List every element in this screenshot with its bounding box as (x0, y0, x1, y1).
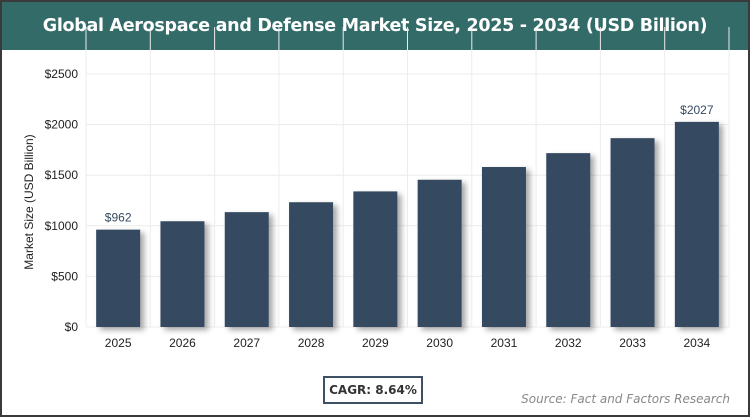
y-axis-label: Market Size (USD Billion) (22, 134, 36, 269)
x-tick-label: 2028 (298, 336, 325, 350)
x-tick-label: 2027 (233, 336, 260, 350)
x-tick-label: 2029 (362, 336, 389, 350)
y-tick-label: $2500 (45, 67, 79, 81)
x-tick-label: 2032 (555, 336, 582, 350)
bar-2026 (160, 221, 205, 327)
cagr-badge: CAGR: 8.64% (323, 376, 423, 404)
x-tick-label: 2033 (619, 336, 646, 350)
bar-2033 (610, 138, 655, 327)
y-tick-label: $2000 (45, 118, 79, 132)
bar-2030 (417, 179, 462, 327)
x-tick-label: 2030 (426, 336, 453, 350)
y-tick-label: $1000 (45, 219, 79, 233)
x-tick-label: 2031 (491, 336, 518, 350)
x-tick-label: 2025 (105, 336, 132, 350)
source-note: Source: Fact and Factors Research (521, 392, 730, 406)
y-tick-label: $500 (51, 269, 78, 283)
data-label: $962 (105, 211, 132, 225)
y-tick-label: $1500 (45, 168, 79, 182)
bar-2029 (353, 191, 398, 327)
bar-2032 (546, 153, 591, 327)
bar-2034 (674, 121, 719, 327)
bar-2031 (481, 167, 526, 327)
chart-title: Global Aerospace and Defense Market Size… (2, 2, 748, 50)
x-tick-label: 2026 (169, 336, 196, 350)
data-label: $2027 (680, 103, 714, 117)
x-tick-label: 2034 (683, 336, 710, 350)
y-tick-label: $0 (65, 320, 79, 334)
bar-2025 (96, 229, 141, 327)
bar-2027 (224, 212, 269, 327)
bar-2028 (289, 202, 334, 327)
